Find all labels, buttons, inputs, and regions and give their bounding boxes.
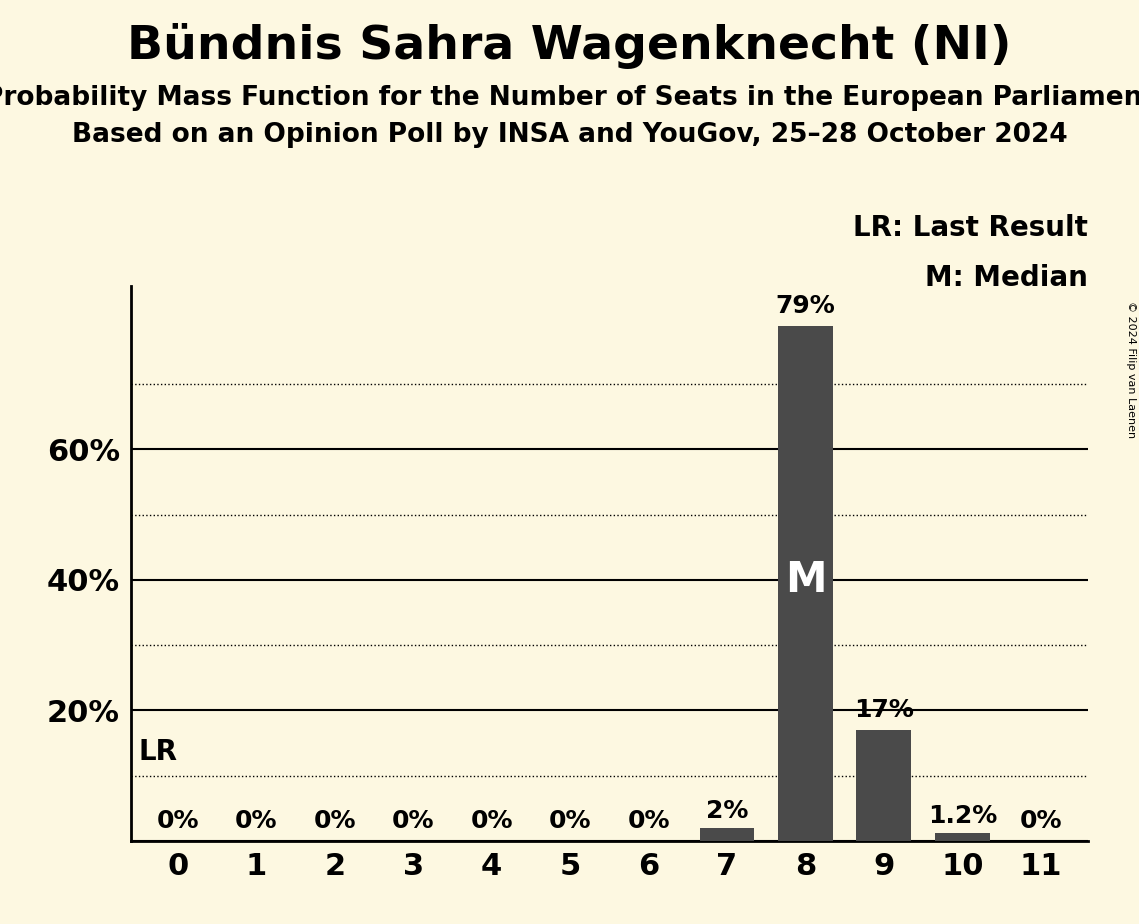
Text: © 2024 Filip van Laenen: © 2024 Filip van Laenen [1126,301,1136,438]
Text: Probability Mass Function for the Number of Seats in the European Parliament: Probability Mass Function for the Number… [0,85,1139,111]
Bar [935,833,990,841]
Text: 0%: 0% [1019,809,1062,833]
Bar [778,325,833,841]
Text: M: M [785,559,826,601]
Bar [699,828,754,841]
Text: Bündnis Sahra Wagenknecht (NI): Bündnis Sahra Wagenknecht (NI) [128,23,1011,69]
Text: LR: LR [139,738,178,766]
Text: 0%: 0% [157,809,199,833]
Text: LR: Last Result: LR: Last Result [853,214,1088,242]
Text: Based on an Opinion Poll by INSA and YouGov, 25–28 October 2024: Based on an Opinion Poll by INSA and You… [72,122,1067,148]
Bar [857,730,911,841]
Text: 2%: 2% [706,798,748,822]
Text: 79%: 79% [776,294,835,318]
Text: 0%: 0% [470,809,513,833]
Text: M: Median: M: Median [925,264,1088,292]
Text: 0%: 0% [628,809,670,833]
Text: 17%: 17% [854,699,913,723]
Text: 0%: 0% [313,809,357,833]
Text: 0%: 0% [392,809,435,833]
Text: 0%: 0% [549,809,591,833]
Text: 0%: 0% [236,809,278,833]
Text: 1.2%: 1.2% [927,804,997,828]
